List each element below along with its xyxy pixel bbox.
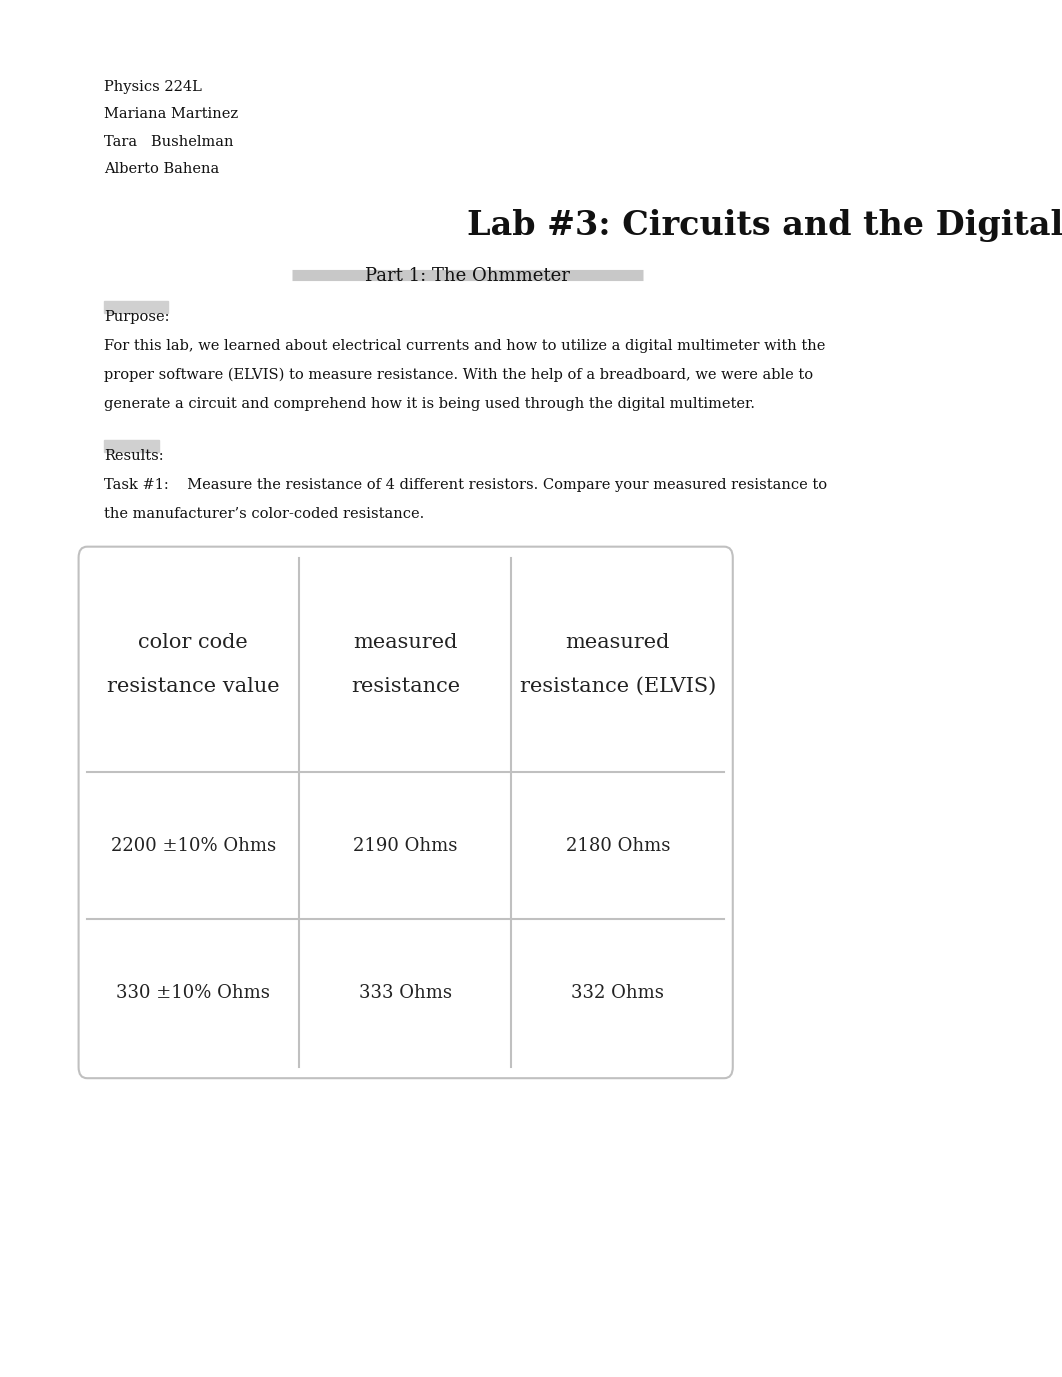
- Bar: [104, 302, 168, 314]
- Text: color code

resistance value: color code resistance value: [107, 633, 279, 697]
- Text: Alberto Bahena: Alberto Bahena: [104, 162, 220, 176]
- Text: measured

resistance (ELVIS): measured resistance (ELVIS): [519, 633, 716, 697]
- Text: the manufacturer’s color-coded resistance.: the manufacturer’s color-coded resistanc…: [104, 507, 425, 521]
- Text: 330 ±10% Ohms: 330 ±10% Ohms: [116, 985, 270, 1002]
- Text: Physics 224L: Physics 224L: [104, 80, 202, 94]
- Text: Mariana Martinez: Mariana Martinez: [104, 107, 238, 121]
- Bar: [104, 441, 159, 452]
- FancyBboxPatch shape: [79, 547, 733, 1078]
- Text: Tara   Bushelman: Tara Bushelman: [104, 135, 234, 149]
- Text: generate a circuit and comprehend how it is being used through the digital multi: generate a circuit and comprehend how it…: [104, 397, 755, 410]
- Text: For this lab, we learned about electrical currents and how to utilize a digital : For this lab, we learned about electrica…: [104, 339, 825, 353]
- Text: Results:: Results:: [104, 449, 164, 463]
- Text: 2190 Ohms: 2190 Ohms: [354, 837, 458, 855]
- Text: proper software (ELVIS) to measure resistance. With the help of a breadboard, we: proper software (ELVIS) to measure resis…: [104, 368, 813, 381]
- Text: Part 1: The Ohmmeter: Part 1: The Ohmmeter: [365, 267, 569, 285]
- Text: 332 Ohms: 332 Ohms: [571, 985, 665, 1002]
- Text: Task #1:    Measure the resistance of 4 different resistors. Compare your measur: Task #1: Measure the resistance of 4 dif…: [104, 478, 827, 492]
- Text: 333 Ohms: 333 Ohms: [359, 985, 451, 1002]
- Text: Lab #3: Circuits and the Digital Multimeter: Lab #3: Circuits and the Digital Multime…: [467, 209, 1062, 242]
- Text: 2200 ±10% Ohms: 2200 ±10% Ohms: [110, 837, 276, 855]
- Text: 2180 Ohms: 2180 Ohms: [566, 837, 670, 855]
- Text: measured

resistance: measured resistance: [350, 633, 460, 697]
- Text: Purpose:: Purpose:: [104, 310, 170, 324]
